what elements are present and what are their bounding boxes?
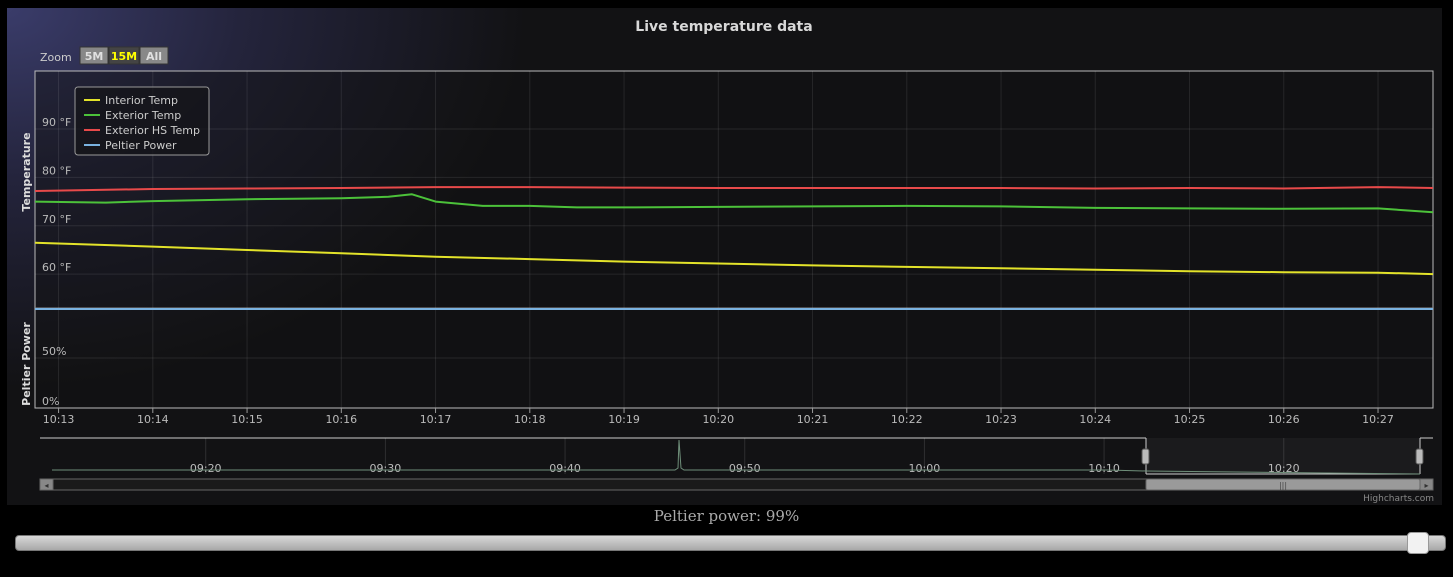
navigator-tick-label: 10:10 xyxy=(1088,462,1120,475)
scrollbar-left-button[interactable] xyxy=(39,478,54,491)
series-line-exterior-temp[interactable] xyxy=(34,193,1434,214)
legend-item[interactable]: Exterior HS Temp xyxy=(84,124,200,137)
navigator-tick-label: 10:20 xyxy=(1268,462,1300,475)
x-tick-label: 10:18 xyxy=(514,413,546,426)
y-tick-label: 90 °F xyxy=(42,116,71,129)
zoom-button-label: 15M xyxy=(111,50,137,63)
x-tick-label: 10:14 xyxy=(137,413,169,426)
chart-panel: Live temperature data Zoom 5M 15M All 10:1… xyxy=(7,8,1442,505)
scroll-left-arrow-icon: ◂ xyxy=(44,481,48,490)
x-tick-label: 10:17 xyxy=(420,413,452,426)
x-tick-label: 10:19 xyxy=(608,413,640,426)
series-line-interior-temp[interactable] xyxy=(34,241,1434,276)
series-line-exterior-hs-temp[interactable] xyxy=(34,186,1434,192)
navigator-tick-label: 09:30 xyxy=(370,462,402,475)
x-tick-label: 10:16 xyxy=(325,413,357,426)
y-tick-label: 0% xyxy=(42,395,59,408)
range-selector: Zoom 5M 15M All xyxy=(40,46,169,65)
peltier-power-slider[interactable] xyxy=(15,532,1446,554)
legend-item[interactable]: Exterior Temp xyxy=(84,109,181,122)
y-tick-label: 50% xyxy=(42,345,66,358)
zoom-button-5m[interactable]: 5M xyxy=(79,46,109,65)
series-lines xyxy=(34,186,1434,310)
navigator-selected-range[interactable] xyxy=(1146,438,1420,474)
x-tick-label: 10:15 xyxy=(231,413,263,426)
y-tick-label: 70 °F xyxy=(42,213,71,226)
scrollbar-grip-icon: ||| xyxy=(1279,481,1287,490)
x-tick-label: 10:21 xyxy=(797,413,829,426)
navigator-tick-label: 10:00 xyxy=(909,462,941,475)
x-tick-label: 10:13 xyxy=(43,413,75,426)
navigator-handle-right[interactable] xyxy=(1415,448,1424,465)
navigator-tick-label: 09:40 xyxy=(549,462,581,475)
temperature-chart: Live temperature data Zoom 5M 15M All 10:1… xyxy=(20,19,1434,504)
legend-label: Peltier Power xyxy=(105,139,177,152)
legend-item[interactable]: Peltier Power xyxy=(84,139,177,152)
zoom-button-label: All xyxy=(146,50,162,63)
scrollbar-right-button[interactable] xyxy=(1419,478,1434,491)
legend-box xyxy=(74,86,210,156)
y-axis-ticks: 60 °F 70 °F 80 °F 90 °F 0% 50% xyxy=(42,116,71,408)
navigator-tick-label: 09:20 xyxy=(190,462,222,475)
zoom-button-all[interactable]: All xyxy=(139,46,169,65)
zoom-button-bg xyxy=(139,46,169,65)
legend-item[interactable]: Interior Temp xyxy=(84,94,178,107)
peltier-power-label: Peltier power: 99% xyxy=(653,507,800,525)
zoom-button-bg xyxy=(79,46,109,65)
legend-label: Exterior HS Temp xyxy=(105,124,200,137)
y-tick-label: 80 °F xyxy=(42,164,71,177)
legend-label: Interior Temp xyxy=(105,94,178,107)
zoom-button-15m[interactable]: 15M xyxy=(108,46,140,65)
zoom-button-bg xyxy=(108,46,140,65)
chart-title: Live temperature data xyxy=(635,19,812,35)
x-tick-label: 10:22 xyxy=(891,413,923,426)
navigator-handle-left[interactable] xyxy=(1141,448,1150,465)
x-tick-label: 10:23 xyxy=(985,413,1017,426)
y-axis-title-peltier: Peltier Power xyxy=(20,322,33,406)
zoom-button-label: 5M xyxy=(85,50,104,63)
legend: Interior Temp Exterior Temp Exterior HS Te… xyxy=(74,86,210,156)
navigator-series xyxy=(52,439,1421,475)
y-tick-label: 60 °F xyxy=(42,261,71,274)
navigator[interactable]: 09:20 09:30 09:40 09:50 10:00 10:10 10:20 ◂ ||… xyxy=(39,437,1434,491)
peltier-slider-handle[interactable] xyxy=(1406,532,1429,554)
legend-label: Exterior Temp xyxy=(105,109,181,122)
navigator-tick-label: 09:50 xyxy=(729,462,761,475)
y-axis-title-temperature: Temperature xyxy=(20,132,33,211)
plot-area xyxy=(34,70,1434,409)
x-tick-label: 10:24 xyxy=(1079,413,1111,426)
x-tick-label: 10:20 xyxy=(702,413,734,426)
x-tick-label: 10:26 xyxy=(1268,413,1300,426)
x-axis: 10:13 10:14 10:15 10:16 10:17 10:18 10:19 10:20… xyxy=(43,408,1394,426)
credits-link[interactable]: Highcharts.com xyxy=(1363,494,1434,504)
zoom-label: Zoom xyxy=(40,51,72,64)
scroll-right-arrow-icon: ▸ xyxy=(1424,481,1428,490)
x-tick-label: 10:25 xyxy=(1174,413,1206,426)
x-tick-label: 10:27 xyxy=(1362,413,1394,426)
